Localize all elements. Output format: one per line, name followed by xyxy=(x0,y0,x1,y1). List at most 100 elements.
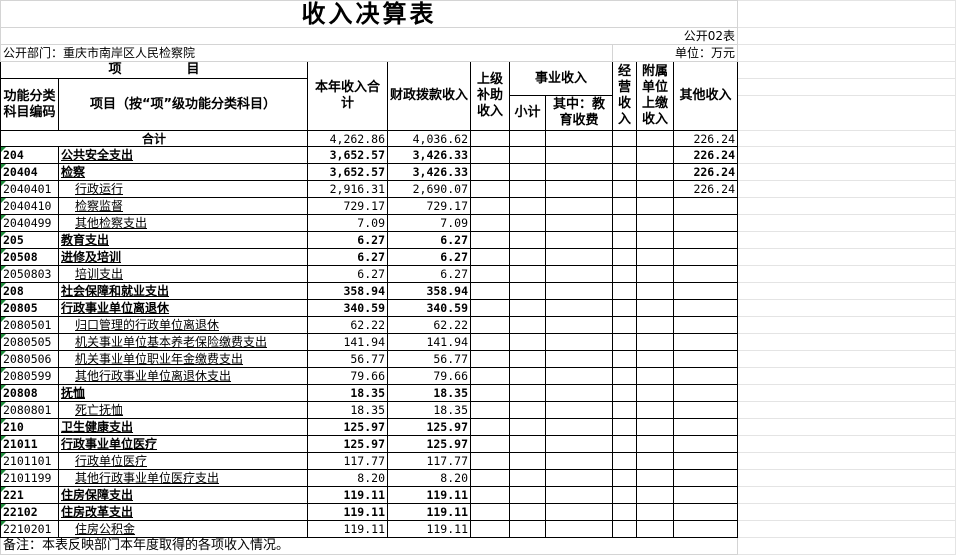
empty-cell[interactable] xyxy=(612,367,637,385)
empty-cell[interactable] xyxy=(612,282,637,300)
empty-cell[interactable] xyxy=(545,316,613,334)
empty-cell[interactable] xyxy=(509,469,546,487)
empty-cell[interactable] xyxy=(545,469,613,487)
empty-cell[interactable] xyxy=(612,197,637,215)
empty-cell[interactable] xyxy=(612,231,637,249)
item-name-cell[interactable]: 机关事业单位基本养老保险缴费支出 xyxy=(58,333,308,351)
empty-cell[interactable] xyxy=(737,27,956,45)
empty-cell[interactable] xyxy=(545,486,613,504)
empty-cell[interactable] xyxy=(509,435,546,453)
empty-cell[interactable] xyxy=(612,299,637,317)
item-name-cell[interactable]: 教育支出 xyxy=(58,231,308,249)
total-value-cell[interactable]: 18.35 xyxy=(307,401,388,419)
total-value-cell[interactable]: 3,652.57 xyxy=(307,163,388,181)
fiscal-value-cell[interactable]: 6.27 xyxy=(387,231,471,249)
empty-cell[interactable] xyxy=(737,333,956,351)
empty-cell[interactable] xyxy=(737,214,956,232)
empty-cell[interactable] xyxy=(612,333,637,351)
empty-cell[interactable] xyxy=(612,265,637,283)
empty-cell[interactable] xyxy=(545,452,613,470)
other-value-cell[interactable] xyxy=(673,435,738,453)
total-value-cell[interactable]: 141.94 xyxy=(307,333,388,351)
item-name-cell[interactable]: 社会保障和就业支出 xyxy=(58,282,308,300)
function-code-cell[interactable]: 2210201 xyxy=(0,520,59,538)
empty-cell[interactable] xyxy=(470,418,510,436)
total-value-cell[interactable]: 62.22 xyxy=(307,316,388,334)
function-code-cell[interactable]: 20805 xyxy=(0,299,59,317)
total-value-cell[interactable]: 8.20 xyxy=(307,469,388,487)
other-value-cell[interactable] xyxy=(673,452,738,470)
empty-cell[interactable] xyxy=(737,95,956,131)
other-value-cell[interactable] xyxy=(673,367,738,385)
empty-cell[interactable] xyxy=(509,231,546,249)
empty-cell[interactable] xyxy=(636,282,674,300)
fiscal-value-cell[interactable]: 2,690.07 xyxy=(387,180,471,198)
fiscal-value-cell[interactable]: 340.59 xyxy=(387,299,471,317)
other-value-cell[interactable]: 226.24 xyxy=(673,180,738,198)
other-value-cell[interactable]: 226.24 xyxy=(673,146,738,164)
empty-cell[interactable] xyxy=(509,180,546,198)
empty-cell[interactable] xyxy=(509,282,546,300)
empty-cell[interactable] xyxy=(636,367,674,385)
empty-cell[interactable] xyxy=(545,503,613,521)
empty-cell[interactable] xyxy=(545,265,613,283)
empty-cell[interactable] xyxy=(509,248,546,266)
item-name-cell[interactable]: 卫生健康支出 xyxy=(58,418,308,436)
empty-cell[interactable] xyxy=(612,180,637,198)
empty-cell[interactable] xyxy=(545,367,613,385)
empty-cell[interactable] xyxy=(470,163,510,181)
empty-cell[interactable] xyxy=(636,248,674,266)
other-value-cell[interactable] xyxy=(673,265,738,283)
function-code-cell[interactable]: 208 xyxy=(0,282,59,300)
empty-cell[interactable] xyxy=(545,231,613,249)
empty-cell[interactable] xyxy=(612,350,637,368)
item-name-cell[interactable]: 其他行政事业单位医疗支出 xyxy=(58,469,308,487)
item-name-cell[interactable]: 行政单位医疗 xyxy=(58,452,308,470)
other-value-cell[interactable] xyxy=(673,486,738,504)
empty-cell[interactable] xyxy=(636,231,674,249)
empty-cell[interactable] xyxy=(636,146,674,164)
empty-cell[interactable] xyxy=(470,452,510,470)
function-code-cell[interactable]: 2101199 xyxy=(0,469,59,487)
empty-cell[interactable] xyxy=(470,333,510,351)
empty-cell[interactable] xyxy=(737,180,956,198)
empty-cell[interactable] xyxy=(636,469,674,487)
other-value-cell[interactable] xyxy=(673,350,738,368)
empty-cell[interactable] xyxy=(509,520,546,538)
function-code-cell[interactable]: 20808 xyxy=(0,384,59,402)
total-value-cell[interactable]: 56.77 xyxy=(307,350,388,368)
empty-cell[interactable] xyxy=(737,401,956,419)
empty-cell[interactable] xyxy=(737,350,956,368)
fiscal-value-cell[interactable]: 18.35 xyxy=(387,384,471,402)
empty-cell[interactable] xyxy=(545,197,613,215)
total-value-cell[interactable]: 2,916.31 xyxy=(307,180,388,198)
empty-cell[interactable] xyxy=(737,61,956,79)
empty-cell[interactable] xyxy=(509,299,546,317)
other-value-cell[interactable] xyxy=(673,520,738,538)
empty-cell[interactable] xyxy=(470,503,510,521)
fiscal-value-cell[interactable]: 119.11 xyxy=(387,520,471,538)
empty-cell[interactable] xyxy=(509,163,546,181)
empty-cell[interactable] xyxy=(470,282,510,300)
function-code-cell[interactable]: 20508 xyxy=(0,248,59,266)
other-value-cell[interactable] xyxy=(673,299,738,317)
empty-cell[interactable] xyxy=(509,333,546,351)
empty-cell[interactable] xyxy=(737,469,956,487)
empty-cell[interactable] xyxy=(612,452,637,470)
item-name-cell[interactable]: 检察 xyxy=(58,163,308,181)
item-name-cell[interactable]: 住房改革支出 xyxy=(58,503,308,521)
empty-cell[interactable] xyxy=(737,503,956,521)
empty-cell[interactable] xyxy=(636,316,674,334)
total-value-cell[interactable]: 3,652.57 xyxy=(307,146,388,164)
empty-cell[interactable] xyxy=(612,435,637,453)
function-code-cell[interactable]: 21011 xyxy=(0,435,59,453)
function-code-cell[interactable]: 2080599 xyxy=(0,367,59,385)
empty-cell[interactable] xyxy=(612,248,637,266)
empty-cell[interactable] xyxy=(737,44,956,62)
fiscal-value-cell[interactable]: 117.77 xyxy=(387,452,471,470)
fiscal-value-cell[interactable]: 62.22 xyxy=(387,316,471,334)
empty-cell[interactable] xyxy=(737,163,956,181)
empty-cell[interactable] xyxy=(737,537,956,555)
function-code-cell[interactable]: 2080505 xyxy=(0,333,59,351)
item-name-cell[interactable]: 住房公积金 xyxy=(58,520,308,538)
